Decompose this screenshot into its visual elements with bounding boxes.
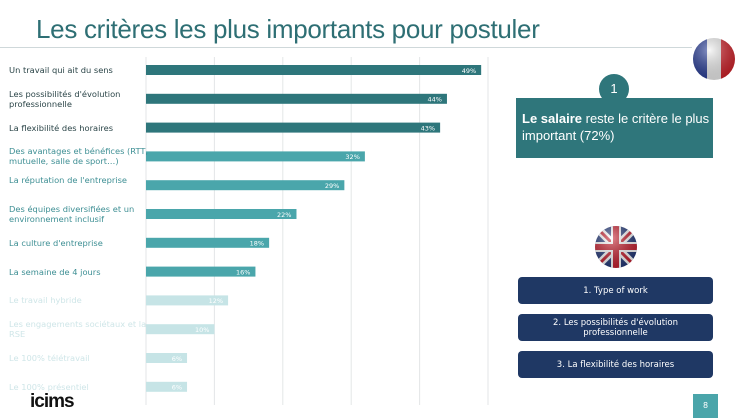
data-label: 12% bbox=[209, 297, 223, 305]
category-label: Les possibilités d'évolution professionn… bbox=[9, 88, 121, 109]
data-label: 18% bbox=[250, 240, 264, 248]
bar bbox=[146, 122, 441, 133]
bar bbox=[146, 237, 270, 248]
category-label: La flexibilité des horaires bbox=[9, 122, 114, 133]
category-label: Le travail hybride bbox=[9, 295, 82, 306]
bar bbox=[146, 151, 365, 162]
category-label: Des équipes diversifiées et un environne… bbox=[9, 204, 135, 224]
uk-ranking-item: 2. Les possibilités d'évolution professi… bbox=[518, 314, 713, 341]
bar bbox=[146, 295, 229, 306]
france-flag-icon bbox=[693, 38, 735, 80]
data-label: 44% bbox=[428, 96, 442, 104]
icims-logo: icims bbox=[30, 391, 75, 412]
salary-highlight-box: Le salaire reste le critère le plus impo… bbox=[516, 98, 713, 158]
bar bbox=[146, 93, 447, 104]
category-label: La semaine de 4 jours bbox=[9, 266, 101, 277]
category-label: Les engagements sociétaux et la RSE bbox=[9, 319, 147, 340]
bar bbox=[146, 353, 188, 363]
page-number: 8 bbox=[693, 394, 718, 418]
uk-flag-icon bbox=[595, 226, 637, 268]
data-label: 6% bbox=[172, 355, 182, 363]
data-label: 22% bbox=[277, 211, 291, 219]
page-title: Les critères les plus importants pour po… bbox=[36, 14, 540, 44]
highlight-bold: Le salaire bbox=[522, 111, 582, 126]
uk-ranking-item: 3. La flexibilité des horaires bbox=[518, 351, 713, 378]
bar bbox=[146, 381, 188, 392]
category-label: La réputation de l'entreprise bbox=[9, 175, 128, 186]
bar bbox=[146, 209, 297, 219]
bar bbox=[146, 180, 345, 191]
highlight-text: reste le critère le plus important (72%) bbox=[522, 111, 710, 143]
bar-chart: 49% 44% 43% 32% 29% 22% 18% 16% 12% 10% 6% 6% bbox=[145, 57, 489, 405]
title-divider bbox=[0, 47, 692, 48]
category-label: La culture d'entreprise bbox=[9, 237, 103, 248]
data-label: 32% bbox=[345, 153, 359, 161]
bar bbox=[146, 266, 256, 277]
category-label: Le 100% présentiel bbox=[9, 381, 89, 392]
data-label: 43% bbox=[421, 124, 435, 132]
bar bbox=[146, 65, 482, 75]
uk-ranking-item: 1. Type of work bbox=[518, 277, 713, 304]
bar bbox=[146, 324, 215, 335]
data-label: 49% bbox=[462, 67, 476, 75]
category-label: Des avantages et bénéfices (RTT, mutuell… bbox=[9, 146, 149, 167]
category-label: Le 100% télétravail bbox=[9, 353, 90, 363]
data-label: 6% bbox=[172, 384, 182, 392]
category-label: Un travail qui ait du sens bbox=[9, 65, 113, 75]
data-label: 10% bbox=[195, 326, 209, 334]
data-label: 16% bbox=[236, 268, 250, 276]
data-label: 29% bbox=[325, 182, 339, 190]
